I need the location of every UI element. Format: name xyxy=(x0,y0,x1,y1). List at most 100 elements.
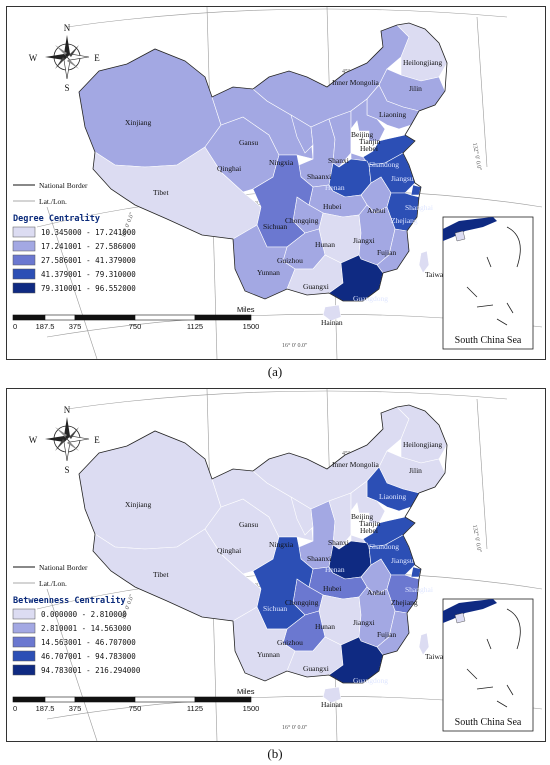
province-label: Guangdong xyxy=(353,294,388,303)
national-border-label: National Border xyxy=(39,563,88,572)
graticule-line xyxy=(46,588,98,741)
legend-range: 2.810001 - 14.563000 xyxy=(41,624,132,633)
province-label: Guangxi xyxy=(303,282,329,291)
province-label: Shaanxi xyxy=(307,172,331,181)
province-xinjiang xyxy=(78,430,222,550)
province-label: Gansu xyxy=(239,520,258,529)
province-label: Chongqing xyxy=(285,598,319,607)
graticule-line xyxy=(46,206,98,359)
province-label: Chongqing xyxy=(285,216,319,225)
legend-swatch xyxy=(12,226,36,238)
province-label: Hebei xyxy=(360,526,378,535)
coordinate-label: 132° 0' 0.0" xyxy=(471,524,483,554)
legend-swatch xyxy=(12,650,36,662)
legend-range: 41.379001 - 79.310000 xyxy=(41,270,136,279)
province-label: Anhui xyxy=(367,588,386,597)
legend-swatch xyxy=(12,268,36,280)
scale-tick-label: 750 xyxy=(129,704,142,713)
scale-bar: 0 187.5 375 750 1125 1500 Miles xyxy=(12,687,260,713)
compass-e-label: E xyxy=(94,435,100,445)
province-label: Heilongjiang xyxy=(403,440,442,449)
province-label: Jiangsu xyxy=(391,174,414,183)
legend-range: 0.000000 - 2.810000 xyxy=(41,610,127,619)
legend-swatch xyxy=(12,664,36,676)
province-label: Zhejiang xyxy=(391,216,418,225)
legend-swatch xyxy=(12,622,36,634)
province-label: Xinjiang xyxy=(125,118,151,127)
legend-title: Degree Centrality xyxy=(13,213,100,224)
province-label: Heilongjiang xyxy=(403,58,442,67)
graticule-line xyxy=(66,390,508,410)
province-label: Xinjiang xyxy=(125,500,151,509)
scale-bar: 0 187.5 375 750 1125 1500 Miles xyxy=(12,305,259,331)
legend-title: Betweenness Centrality xyxy=(13,595,126,606)
graticule-line xyxy=(476,16,488,168)
province-heilongjiang xyxy=(396,404,448,464)
class-legend: Degree Centrality 10.345000 - 17.241000 17… xyxy=(12,213,136,294)
national-border xyxy=(78,22,448,302)
scale-tick-label: 187.5 xyxy=(36,322,55,331)
province-label: Qinghai xyxy=(217,164,241,173)
legend-range: 14.563001 - 46.707000 xyxy=(41,638,136,647)
province-label: Zhejiang xyxy=(391,598,418,607)
legend-swatch xyxy=(12,636,36,648)
legend-swatch xyxy=(12,608,36,620)
province-hainan xyxy=(322,686,342,704)
legend-swatch xyxy=(12,282,36,294)
compass-n-label: N xyxy=(64,23,71,33)
province-label: Inner Mongolia xyxy=(332,460,380,469)
province-label: Hainan xyxy=(321,700,343,709)
province-label: Gansu xyxy=(239,138,258,147)
province-label: Sichuan xyxy=(263,222,287,231)
province-label: Henan xyxy=(325,183,345,192)
province-label: Guangdong xyxy=(353,676,388,685)
line-legend: National Border Lat./Lon. xyxy=(13,181,88,206)
province-labels: Xinjiang Tibet Qinghai Gansu Inner Mongolia H… xyxy=(125,440,447,709)
map-panel-a: 45° 0' 0.0"32° 0' 0.0"16° 0' 0.0"132° 0'… xyxy=(6,6,546,360)
province-label: Shaanxi xyxy=(307,554,331,563)
scale-tick-label: 0 xyxy=(13,322,17,331)
legend-swatch xyxy=(12,254,36,266)
province-label: Hunan xyxy=(315,240,335,249)
compass-s-label: S xyxy=(64,83,69,93)
scale-tick-label: 375 xyxy=(69,322,82,331)
national-border-label: National Border xyxy=(39,181,88,190)
province-label: Ningxia xyxy=(269,158,294,167)
south-china-sea-inset: South China Sea xyxy=(442,216,534,350)
province-layer xyxy=(78,404,448,704)
legend-range: 79.310001 - 96.552000 xyxy=(41,284,136,293)
scale-tick-label: 375 xyxy=(69,704,82,713)
caption-b: (b) xyxy=(267,746,283,761)
scale-tick-label: 750 xyxy=(129,322,142,331)
legend-range: 10.345000 - 17.241000 xyxy=(41,228,136,237)
scale-unit-label: Miles xyxy=(237,305,255,314)
province-label: Guizhou xyxy=(277,256,303,265)
scale-tick-label: 1500 xyxy=(243,704,260,713)
province-label: Inner Mongolia xyxy=(332,78,380,87)
province-label: Jilin xyxy=(409,84,422,93)
province-label: Yunnan xyxy=(257,650,280,659)
province-label: Hainan xyxy=(321,318,343,327)
map-svg: 45° 0' 0.0"32° 0' 0.0"16° 0' 0.0"132° 0'… xyxy=(12,389,543,741)
province-ningxia xyxy=(290,496,314,536)
province-label: Taiwan xyxy=(425,652,447,661)
province-label: Hebei xyxy=(360,144,378,153)
province-label: Hubei xyxy=(323,584,341,593)
national-border xyxy=(78,404,448,684)
class-legend: Betweenness Centrality 0.000000 - 2.81000… xyxy=(12,595,141,676)
province-taiwan xyxy=(418,250,430,274)
province-label: Shanxi xyxy=(328,538,349,547)
compass-s-label: S xyxy=(64,465,69,475)
map-panel-b: 45° 0' 0.0"32° 0' 0.0"16° 0' 0.0"132° 0'… xyxy=(6,388,546,742)
province-taiwan xyxy=(418,632,430,656)
province-label: Jiangxi xyxy=(353,236,375,245)
legend-range: 46.707001 - 94.783000 xyxy=(41,652,136,661)
scale-tick-label: 0 xyxy=(13,704,17,713)
province-label: Shanghai xyxy=(405,203,433,212)
province-label: Tianjin xyxy=(359,519,381,528)
province-xinjiang xyxy=(78,48,222,168)
compass-icon: N S E W xyxy=(29,23,101,93)
province-label: Hunan xyxy=(315,622,335,631)
province-label: Qinghai xyxy=(217,546,241,555)
province-label: Liaoning xyxy=(379,492,406,501)
